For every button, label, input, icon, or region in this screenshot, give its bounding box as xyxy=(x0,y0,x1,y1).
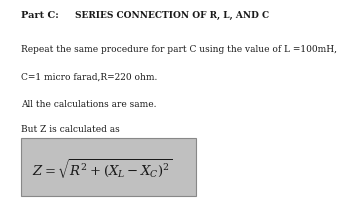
Text: $Z = \sqrt{R^2 + (X_L - X_C)^2}$: $Z = \sqrt{R^2 + (X_L - X_C)^2}$ xyxy=(32,156,172,180)
Text: All the calculations are same.: All the calculations are same. xyxy=(21,100,156,109)
Text: C=1 micro farad,R=220 ohm.: C=1 micro farad,R=220 ohm. xyxy=(21,72,158,81)
Text: SERIES CONNECTION OF R, L, AND C: SERIES CONNECTION OF R, L, AND C xyxy=(75,11,270,20)
Text: Part C:: Part C: xyxy=(21,11,59,20)
FancyBboxPatch shape xyxy=(21,139,196,196)
Text: But Z is calculated as: But Z is calculated as xyxy=(21,124,120,133)
Text: Repeat the same procedure for part C using the value of L =100mH,: Repeat the same procedure for part C usi… xyxy=(21,45,337,54)
